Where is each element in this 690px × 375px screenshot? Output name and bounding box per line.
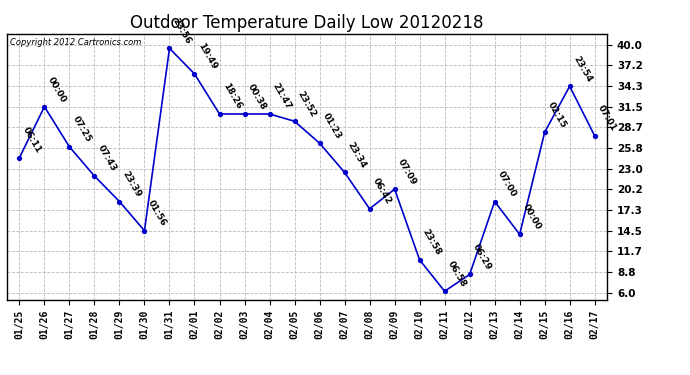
Text: 06:29: 06:29: [471, 242, 493, 272]
Text: 06:11: 06:11: [21, 126, 43, 155]
Text: 01:23: 01:23: [321, 111, 343, 140]
Text: 19:49: 19:49: [196, 42, 218, 71]
Title: Outdoor Temperature Daily Low 20120218: Outdoor Temperature Daily Low 20120218: [130, 14, 484, 32]
Text: Copyright 2012 Cartronics.com: Copyright 2012 Cartronics.com: [10, 38, 141, 47]
Text: 23:34: 23:34: [346, 140, 368, 170]
Text: 23:56: 23:56: [171, 16, 193, 45]
Text: 00:00: 00:00: [521, 203, 543, 232]
Text: 07:25: 07:25: [71, 115, 93, 144]
Text: 21:47: 21:47: [271, 82, 293, 111]
Text: 07:00: 07:00: [496, 170, 518, 199]
Text: 18:26: 18:26: [221, 82, 243, 111]
Text: 07:43: 07:43: [96, 144, 118, 173]
Text: 01:56: 01:56: [146, 199, 168, 228]
Text: 06:42: 06:42: [371, 177, 393, 206]
Text: 00:38: 00:38: [246, 82, 268, 111]
Text: 00:00: 00:00: [46, 75, 68, 104]
Text: 02:15: 02:15: [546, 100, 568, 129]
Text: 23:52: 23:52: [296, 89, 318, 118]
Text: 23:58: 23:58: [421, 228, 443, 257]
Text: 07:01: 07:01: [596, 104, 618, 133]
Text: 06:58: 06:58: [446, 259, 468, 288]
Text: 23:39: 23:39: [121, 170, 143, 199]
Text: 07:09: 07:09: [396, 157, 418, 186]
Text: 23:54: 23:54: [571, 54, 593, 84]
